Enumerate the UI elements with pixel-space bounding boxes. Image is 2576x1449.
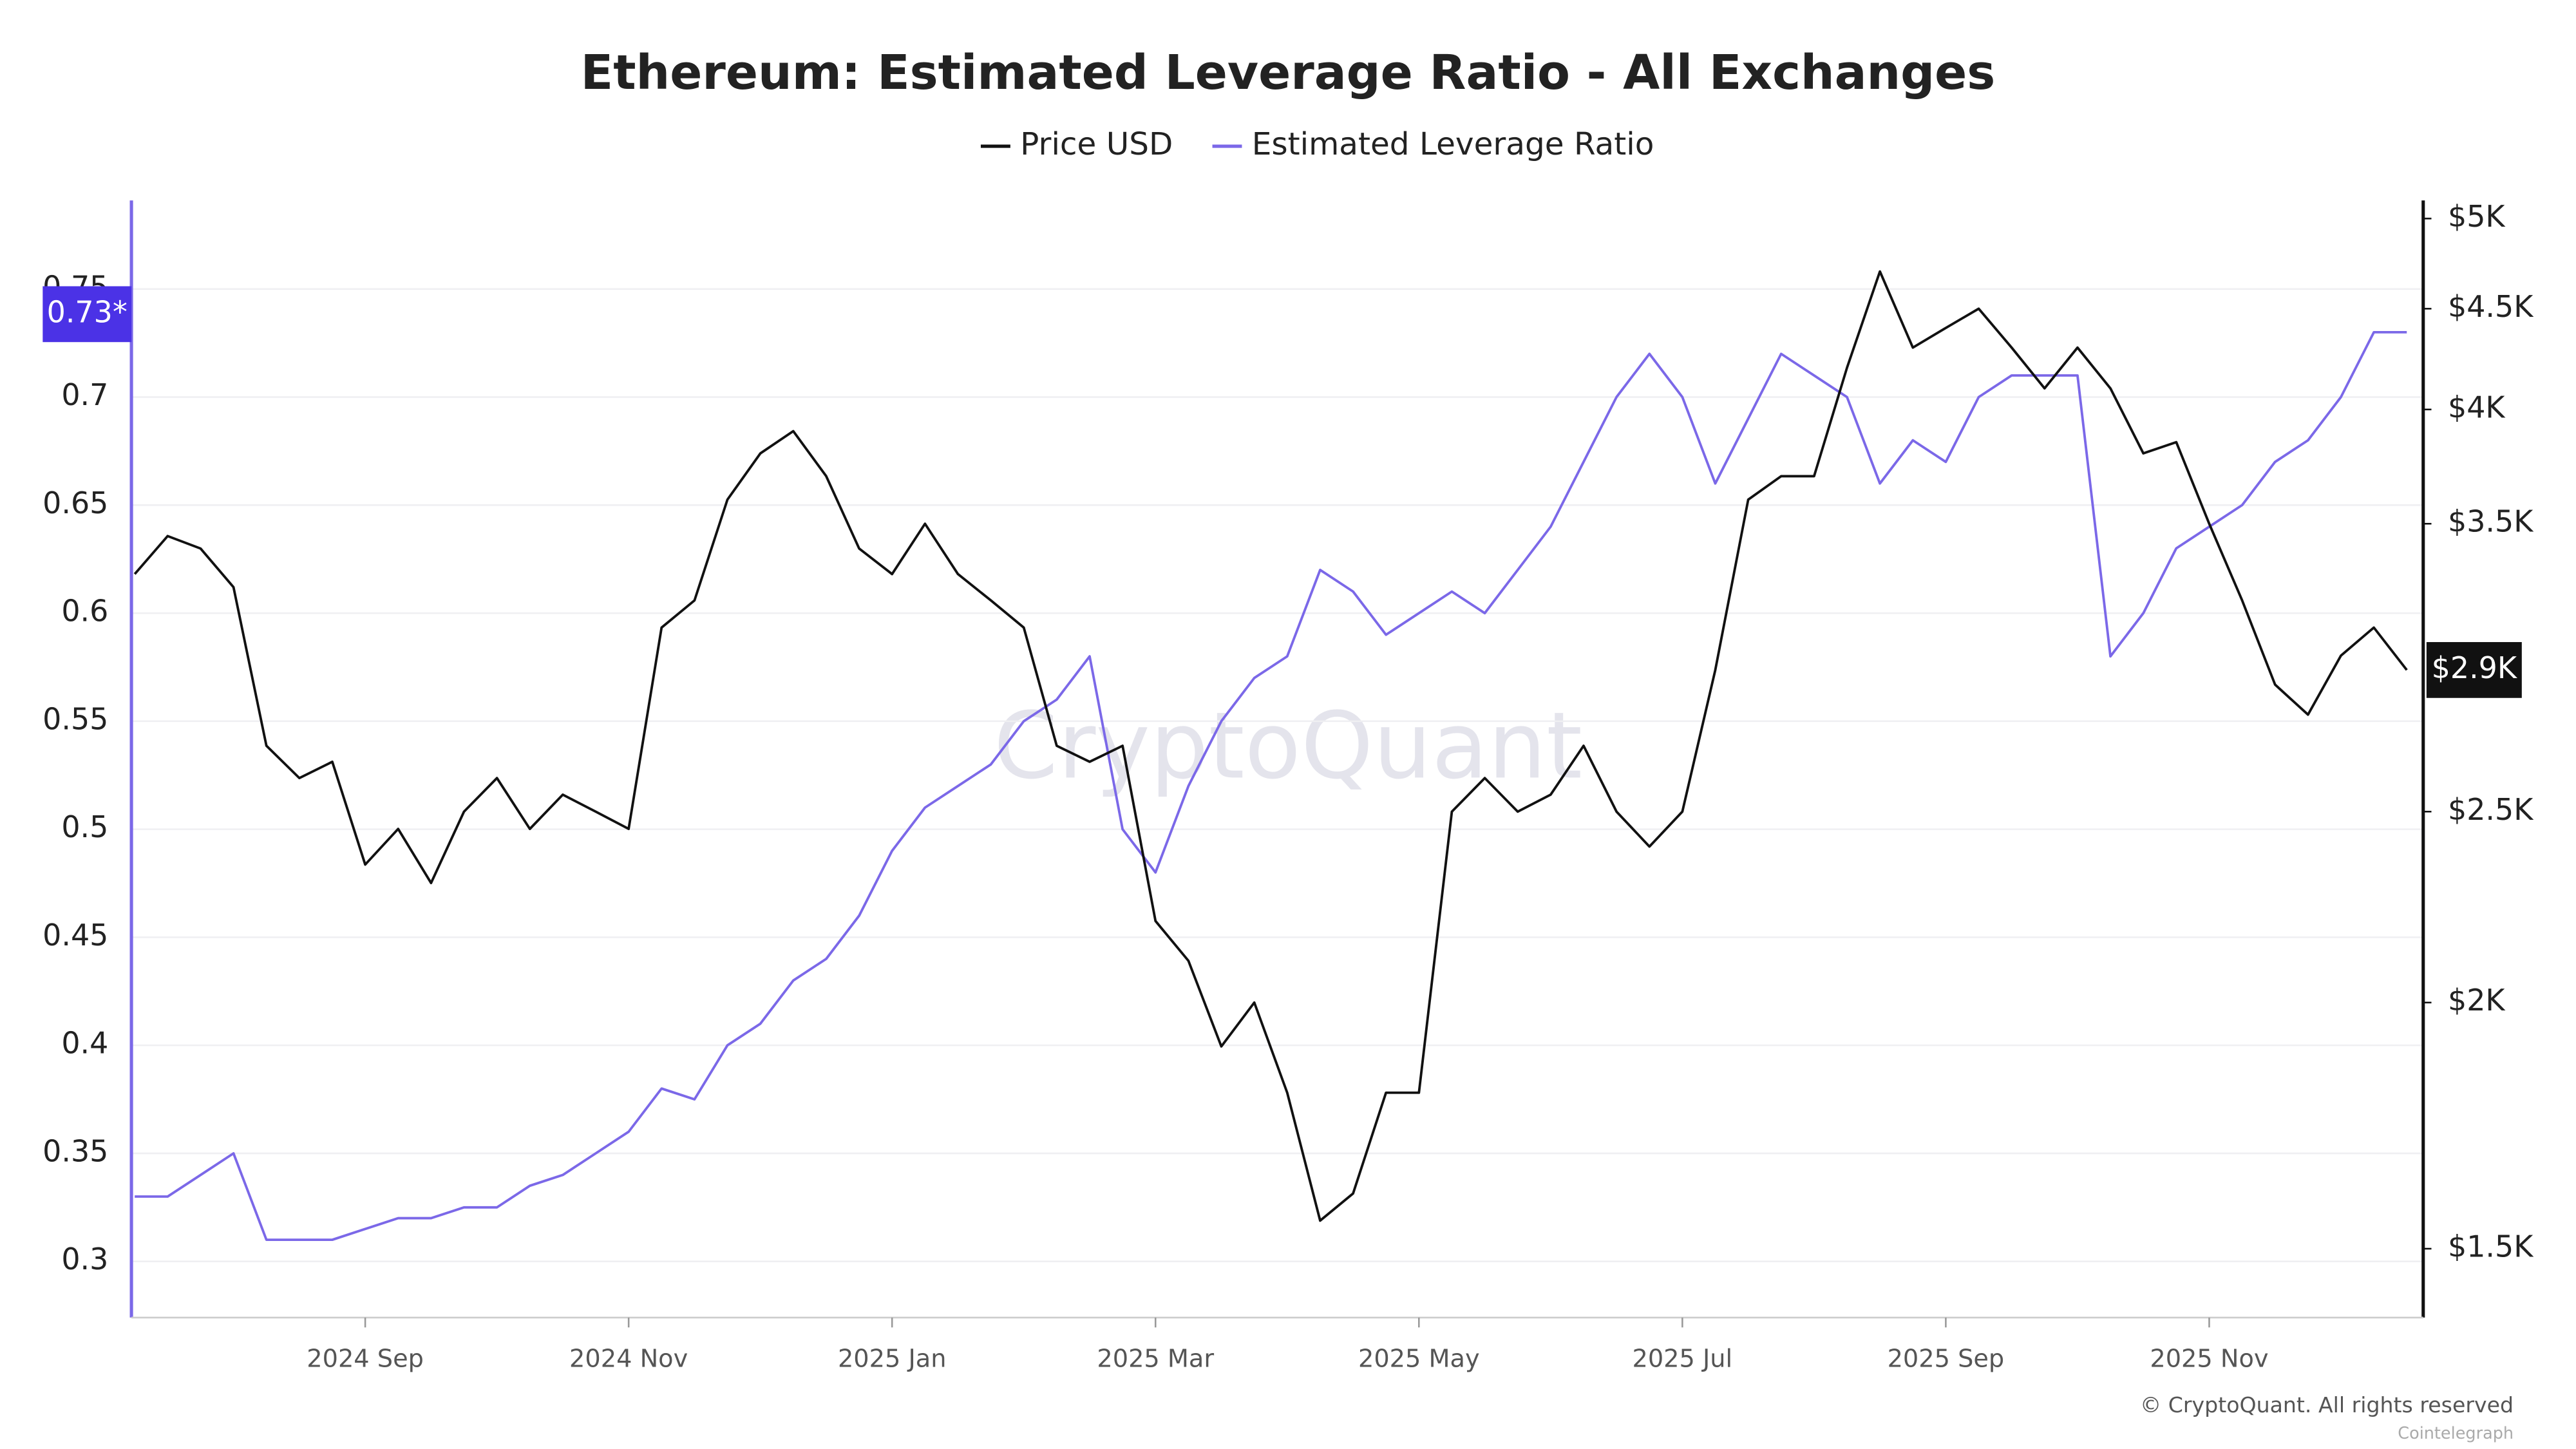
y-tick-label: 0.45 bbox=[43, 918, 108, 952]
x-tick-label: 2025 Jan bbox=[838, 1345, 946, 1374]
chart-title: Ethereum: Estimated Leverage Ratio - All… bbox=[581, 45, 1996, 100]
x-tick-label: 2024 Nov bbox=[569, 1345, 688, 1374]
y-tick-label: 0.4 bbox=[61, 1026, 108, 1061]
badge-label: 0.73* bbox=[47, 294, 128, 329]
x-tick-label: 2024 Sep bbox=[307, 1345, 424, 1374]
y-tick-label: 0.5 bbox=[61, 810, 108, 844]
x-tick-label: 2025 May bbox=[1358, 1345, 1480, 1374]
y-tick-label: 0.7 bbox=[61, 377, 108, 412]
y2-tick-label: $3.5K bbox=[2448, 504, 2534, 539]
y-tick-label: 0.6 bbox=[61, 594, 108, 629]
y2-tick-label: $5K bbox=[2448, 199, 2506, 234]
current-badge: 0.73* bbox=[43, 286, 132, 343]
badge-label: $2.9K bbox=[2432, 650, 2518, 685]
y-tick-label: 0.3 bbox=[61, 1242, 108, 1276]
series-line bbox=[133, 270, 2408, 1222]
badge-box bbox=[43, 286, 132, 343]
legend-label: Price USD bbox=[1020, 126, 1173, 162]
x-tick-label: 2025 Mar bbox=[1097, 1345, 1214, 1374]
x-tick-label: 2025 Nov bbox=[2150, 1345, 2268, 1374]
y2-tick-label: $1.5K bbox=[2448, 1229, 2534, 1264]
y-tick-label: 0.65 bbox=[43, 486, 108, 520]
current-badge: $2.9K bbox=[2426, 642, 2522, 698]
watermark: CryptoQuant bbox=[994, 692, 1582, 799]
x-tick-label: 2025 Sep bbox=[1888, 1345, 2005, 1374]
y-tick-label: 0.55 bbox=[43, 701, 108, 736]
y2-tick-label: $2.5K bbox=[2448, 792, 2534, 827]
x-tick-label: 2025 Jul bbox=[1633, 1345, 1733, 1374]
y-tick-label: 0.35 bbox=[43, 1133, 108, 1168]
source: Cointelegraph bbox=[2398, 1424, 2514, 1443]
y2-tick-label: $4K bbox=[2448, 390, 2506, 424]
y2-tick-label: $4.5K bbox=[2448, 289, 2534, 324]
legend-label: Estimated Leverage Ratio bbox=[1252, 126, 1654, 162]
y2-tick-label: $2K bbox=[2448, 983, 2506, 1018]
footer: © CryptoQuant. All rights reserved bbox=[2140, 1392, 2514, 1417]
badge-box bbox=[2426, 642, 2522, 698]
series-line bbox=[135, 330, 2407, 1242]
